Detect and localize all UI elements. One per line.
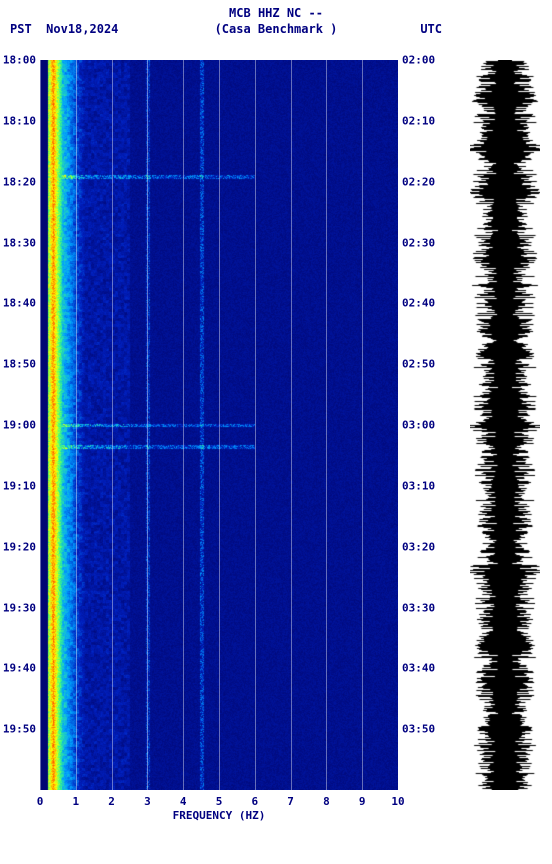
- right-tz-label: UTC: [420, 22, 442, 36]
- left-tz-label: PST Nov18,2024: [10, 22, 118, 36]
- y-tick-right: 03:50: [402, 723, 440, 736]
- grid-vline: [76, 60, 77, 790]
- location-label: (Casa Benchmark ): [215, 22, 338, 36]
- spectrogram-plot: 18:0018:1018:2018:3018:4018:5019:0019:10…: [40, 60, 398, 790]
- y-tick-left: 18:50: [2, 358, 36, 371]
- grid-vline: [112, 60, 113, 790]
- waveform-canvas: [470, 60, 540, 790]
- x-tick: 10: [388, 795, 408, 808]
- grid-vline: [398, 60, 399, 790]
- grid-vline: [326, 60, 327, 790]
- y-tick-left: 19:20: [2, 540, 36, 553]
- y-tick-right: 02:30: [402, 236, 440, 249]
- grid-vline: [183, 60, 184, 790]
- x-tick: 4: [173, 795, 193, 808]
- y-tick-left: 19:50: [2, 723, 36, 736]
- y-tick-left: 19:00: [2, 419, 36, 432]
- y-tick-right: 02:40: [402, 297, 440, 310]
- x-tick: 6: [245, 795, 265, 808]
- y-tick-right: 02:00: [402, 54, 440, 67]
- grid-vline: [291, 60, 292, 790]
- y-tick-left: 19:10: [2, 479, 36, 492]
- y-tick-right: 02:20: [402, 175, 440, 188]
- y-tick-left: 18:10: [2, 114, 36, 127]
- grid-vline: [219, 60, 220, 790]
- y-tick-right: 03:40: [402, 662, 440, 675]
- grid-vline: [40, 60, 41, 790]
- y-tick-right: 03:10: [402, 479, 440, 492]
- x-tick: 9: [352, 795, 372, 808]
- y-tick-right: 02:50: [402, 358, 440, 371]
- y-tick-left: 18:30: [2, 236, 36, 249]
- x-axis-label: FREQUENCY (HZ): [173, 809, 266, 822]
- y-tick-right: 02:10: [402, 114, 440, 127]
- x-tick: 0: [30, 795, 50, 808]
- x-tick: 2: [102, 795, 122, 808]
- y-tick-left: 19:30: [2, 601, 36, 614]
- station-id: MCB HHZ NC --: [229, 6, 323, 20]
- x-tick: 8: [316, 795, 336, 808]
- y-tick-left: 19:40: [2, 662, 36, 675]
- x-tick: 5: [209, 795, 229, 808]
- x-tick: 3: [137, 795, 157, 808]
- waveform-plot: [470, 60, 540, 790]
- y-tick-right: 03:30: [402, 601, 440, 614]
- y-tick-right: 03:20: [402, 540, 440, 553]
- y-tick-left: 18:00: [2, 54, 36, 67]
- x-tick: 1: [66, 795, 86, 808]
- grid-vline: [147, 60, 148, 790]
- grid-vline: [255, 60, 256, 790]
- y-tick-left: 18:40: [2, 297, 36, 310]
- grid-vline: [362, 60, 363, 790]
- y-tick-left: 18:20: [2, 175, 36, 188]
- y-tick-right: 03:00: [402, 419, 440, 432]
- x-tick: 7: [281, 795, 301, 808]
